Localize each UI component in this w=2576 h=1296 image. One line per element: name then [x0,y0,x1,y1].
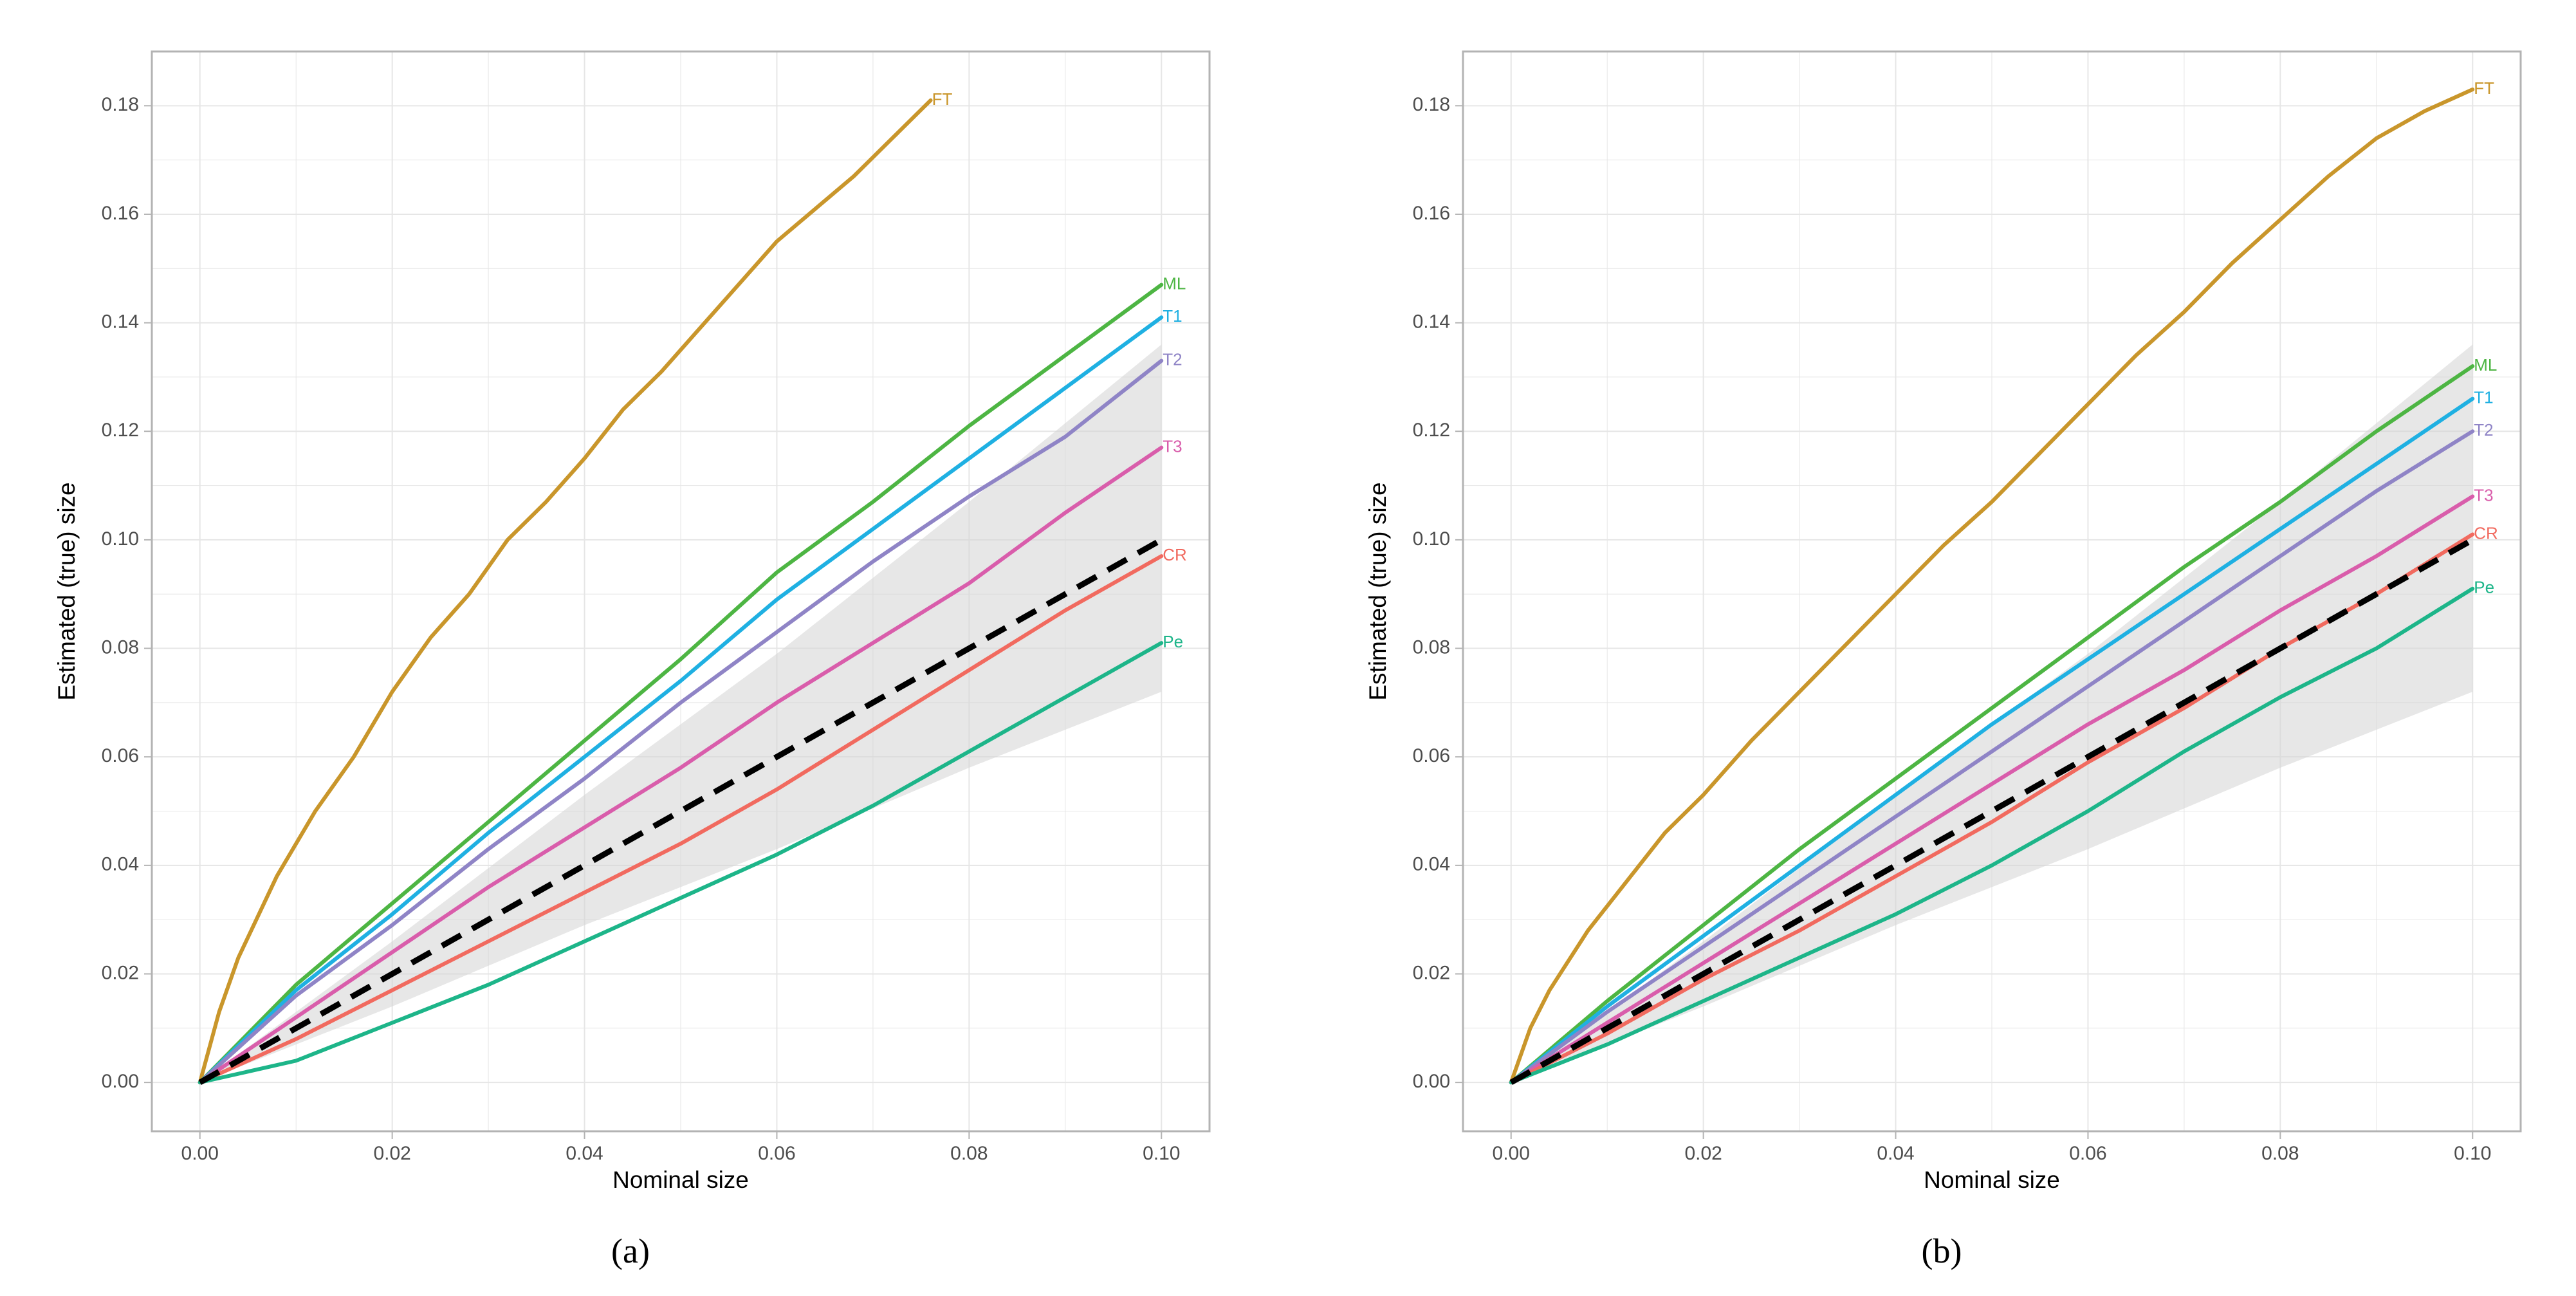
series-line-ft [198,98,933,1085]
series-label-t3: T3 [1163,436,1182,456]
series-line-t3 [1509,494,2475,1085]
panel-label: (a) [611,1232,650,1270]
x-tick-label: 0.06 [2069,1143,2106,1164]
series-line-pe [1509,586,2475,1085]
reference-diagonal [1509,537,2474,1086]
series-label-t2: T2 [1163,350,1182,369]
x-tick-label: 0.04 [1877,1143,1914,1164]
y-tick-label: 0.10 [102,528,139,550]
series-line-ml [198,282,1164,1085]
series-label-cr: CR [2474,523,2498,542]
series-labels: FT ML T1 T2 T3 CR Pe [2474,79,2498,597]
series-label-cr: CR [1163,545,1187,564]
panel-border [151,50,1211,1133]
x-tick-label: 0.10 [1143,1143,1180,1164]
y-tick-label: 0.10 [1413,528,1450,550]
y-tick-label: 0.04 [1413,854,1450,875]
series-line-ml [1509,364,2475,1085]
y-tick-label: 0.00 [102,1071,139,1092]
y-tick-label: 0.14 [1413,311,1450,333]
y-tick-label: 0.04 [102,854,139,875]
y-tick-label: 0.12 [1413,420,1450,441]
x-tick-label: 0.04 [566,1143,603,1164]
y-tick-label: 0.18 [1413,94,1450,115]
series-label-pe: Pe [2474,578,2494,597]
series-lines [198,98,1164,1085]
panel-border [1462,50,2522,1133]
x-tick-label: 0.10 [2454,1143,2491,1164]
y-tick-label: 0.02 [1413,962,1450,983]
confidence-band [199,344,1162,1083]
series-line-t1 [198,315,1164,1085]
y-axis: 0.00 0.02 0.04 0.06 0.08 0.10 0.12 0.14 0.16 0.18 [1413,94,1463,1092]
series-line-t2 [198,358,1164,1085]
x-tick-label: 0.00 [181,1143,219,1164]
x-axis: 0.00 0.02 0.04 0.06 0.08 0.10 [1493,1131,2491,1164]
x-tick-label: 0.08 [950,1143,988,1164]
x-axis-title: Nominal size [612,1167,749,1193]
y-tick-label: 0.00 [1413,1071,1450,1092]
y-tick-label: 0.06 [102,745,139,766]
series-label-ml: ML [1163,273,1186,293]
y-tick-label: 0.02 [102,962,139,983]
x-tick-label: 0.06 [758,1143,795,1164]
y-tick-label: 0.16 [102,203,139,224]
series-labels: FT ML T1 T2 T3 CR Pe [932,89,1187,651]
x-tick-label: 0.02 [1684,1143,1722,1164]
series-line-t2 [1509,429,2475,1085]
panel-label: (b) [1922,1232,1962,1270]
series-label-pe: Pe [1163,632,1183,651]
y-tick-label: 0.08 [102,636,139,658]
y-tick-label: 0.12 [102,420,139,441]
y-tick-label: 0.14 [102,311,139,333]
y-tick-label: 0.18 [102,94,139,115]
series-label-t1: T1 [1163,306,1182,326]
series-label-t3: T3 [2474,485,2493,505]
series-label-ml: ML [2474,355,2497,375]
confidence-band [1511,344,2473,1083]
series-label-t2: T2 [2474,420,2493,440]
series-line-pe [198,641,1164,1085]
y-axis-title: Estimated (true) size [53,482,80,700]
reference-diagonal [198,537,1163,1086]
series-line-ft [1509,88,2475,1085]
series-label-t1: T1 [2474,388,2493,407]
y-axis-title: Estimated (true) size [1365,482,1391,700]
series-line-t1 [1509,396,2475,1085]
x-tick-label: 0.02 [373,1143,410,1164]
x-axis-title: Nominal size [1924,1167,2060,1193]
x-tick-label: 0.08 [2261,1143,2299,1164]
x-axis: 0.00 0.02 0.04 0.06 0.08 0.10 [181,1131,1180,1164]
series-line-t3 [198,445,1164,1085]
y-tick-label: 0.08 [1413,636,1450,658]
series-label-ft: FT [932,89,953,109]
y-tick-label: 0.06 [1413,745,1450,766]
y-tick-label: 0.16 [1413,203,1450,224]
series-label-ft: FT [2474,79,2494,98]
series-line-cr [198,554,1164,1085]
y-axis: 0.00 0.02 0.04 0.06 0.08 0.10 0.12 0.14 0.16 0.18 [102,94,152,1092]
x-tick-label: 0.00 [1493,1143,1530,1164]
